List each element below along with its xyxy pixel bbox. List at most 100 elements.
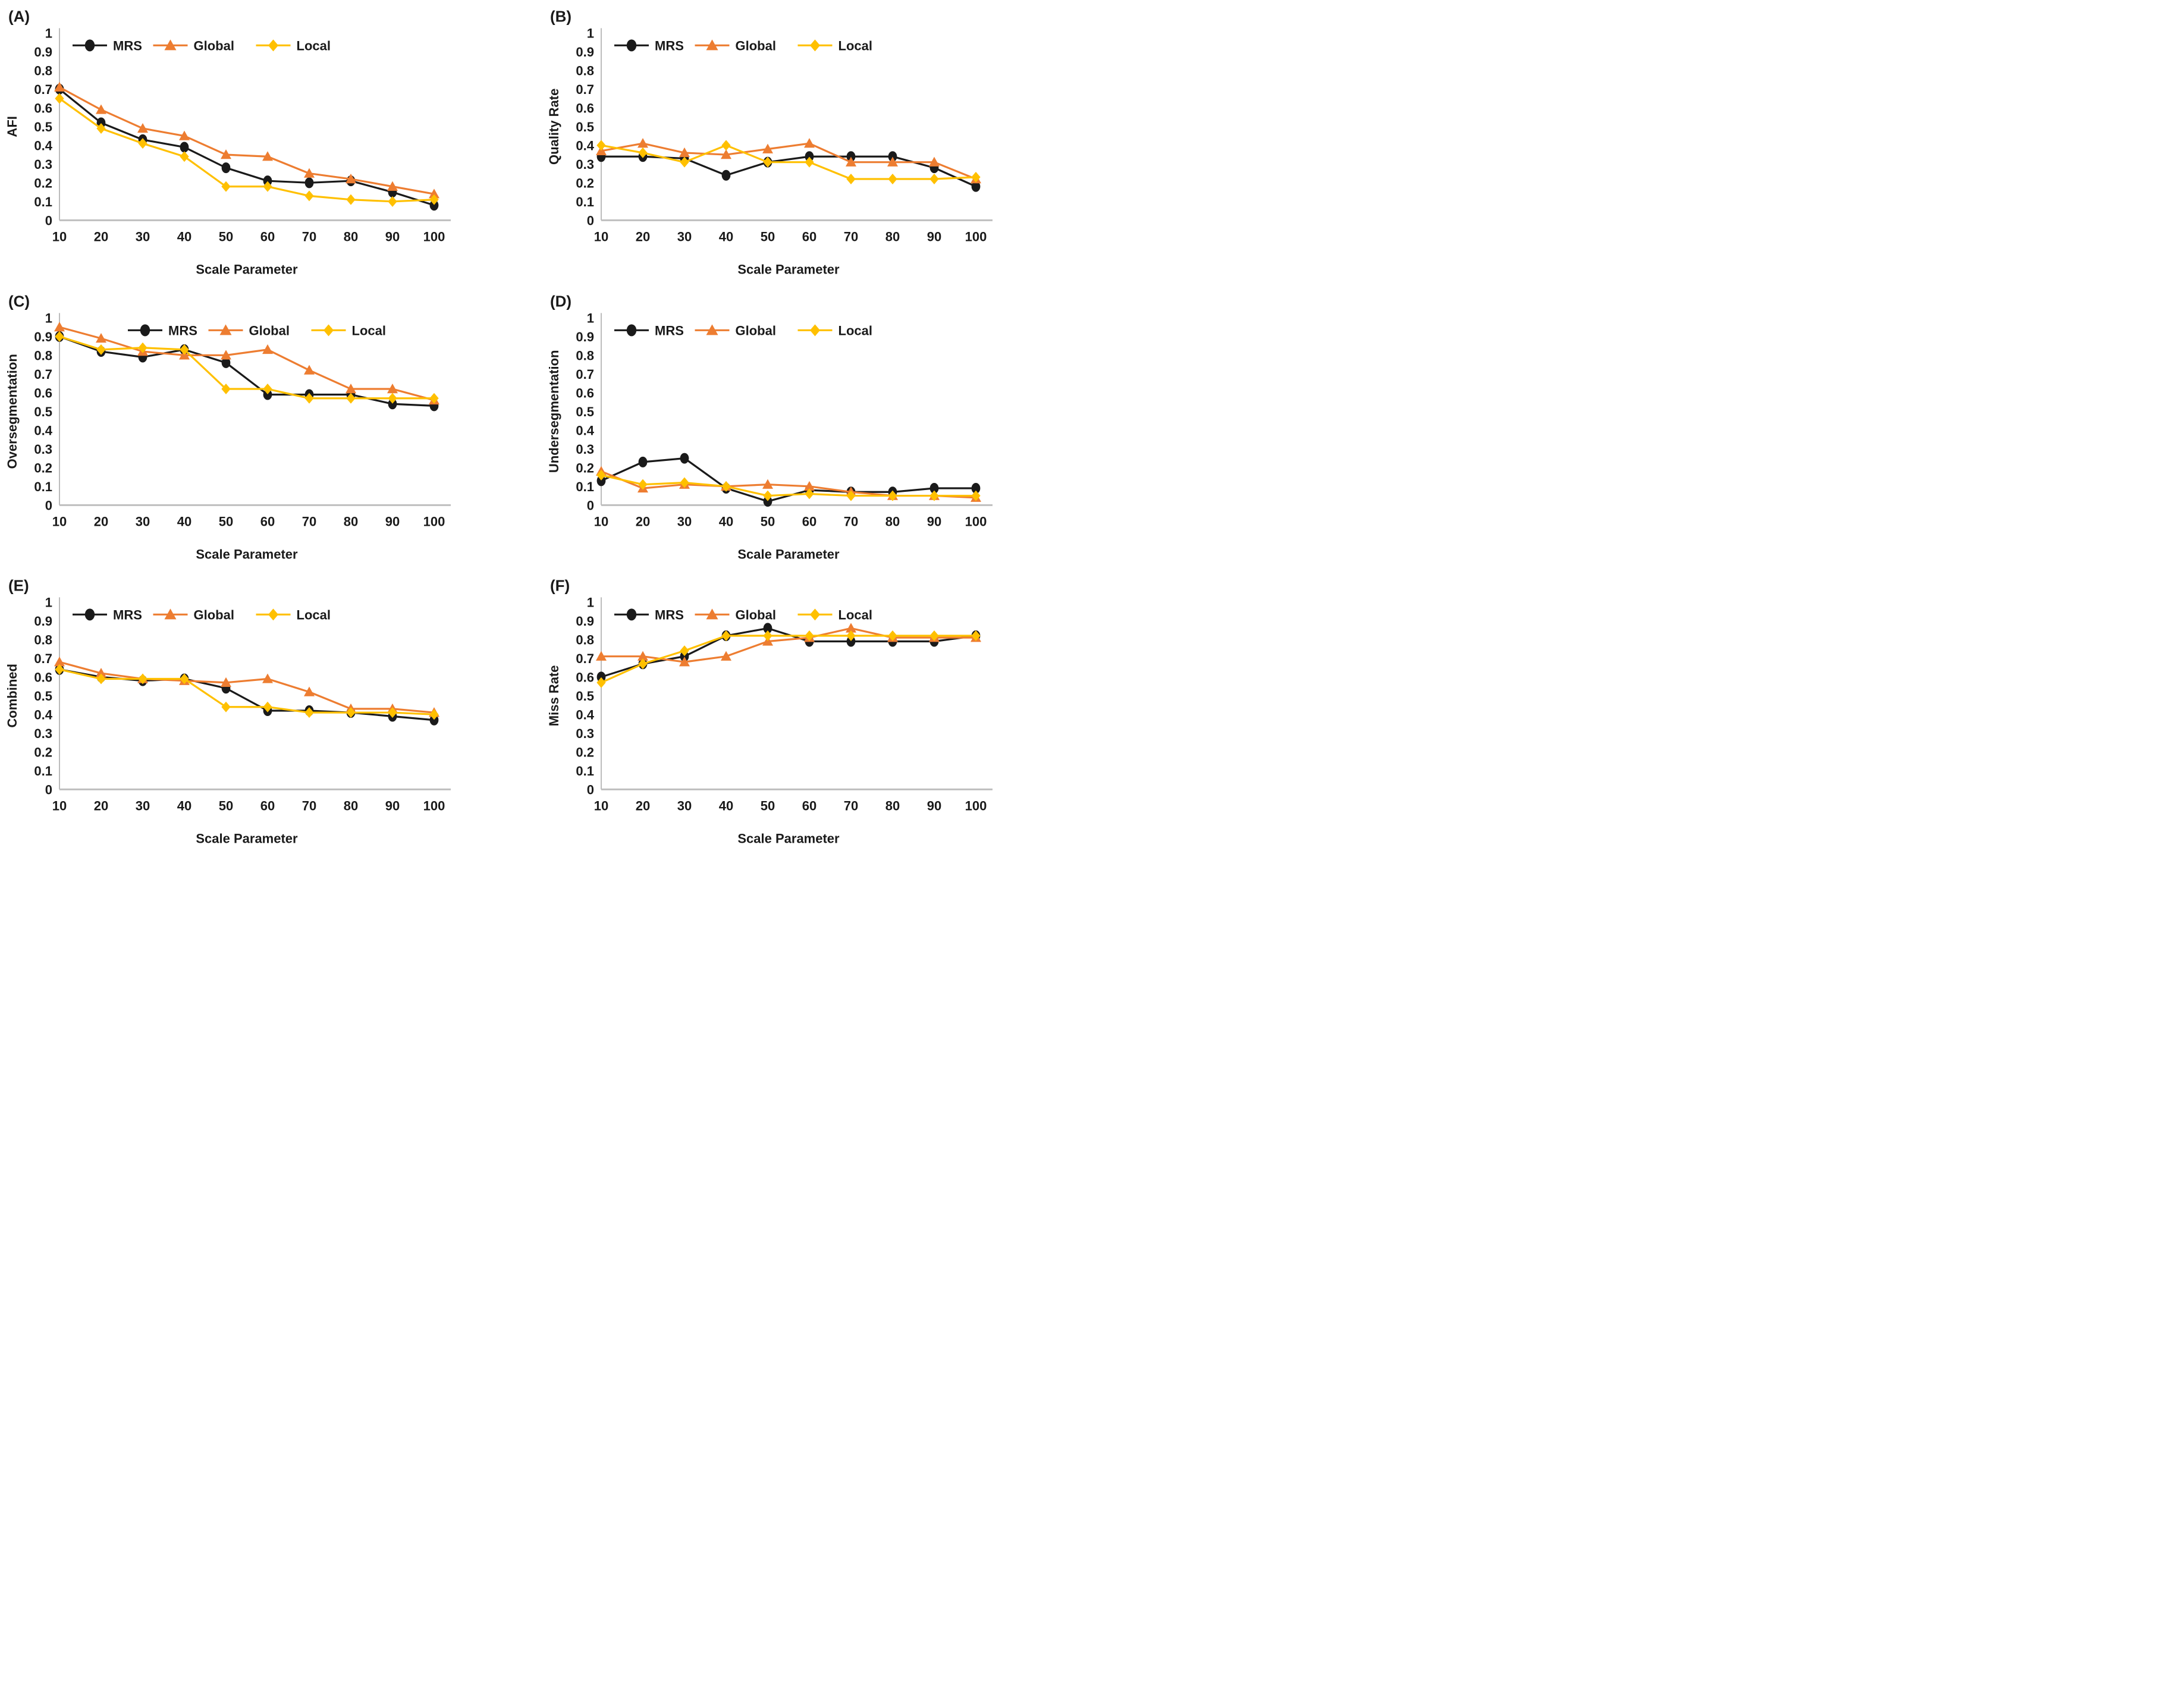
y-tick-label: 0.3	[34, 157, 52, 172]
y-tick-label: 0.6	[34, 101, 52, 115]
line-chart-f: (F) 0 0.1 0.2 0.3 0.4 0.5 0.6 0.7 0.8 0.9 1 10 20 30 40…	[547, 577, 993, 846]
x-axis-title: Scale Parameter	[737, 831, 840, 846]
y-tick-label: 0.6	[34, 670, 52, 685]
x-tick-label: 10	[594, 229, 608, 244]
y-tick-label: 0	[587, 498, 594, 513]
x-tick-label: 50	[219, 514, 233, 529]
diamond-marker	[268, 608, 278, 621]
diamond-marker	[96, 344, 106, 355]
y-tick-label: 0.6	[576, 385, 594, 400]
triangle-marker	[679, 657, 690, 667]
y-tick-label: 0.4	[576, 138, 594, 153]
diamond-marker	[810, 324, 820, 336]
x-tick-label: 90	[927, 229, 941, 244]
y-tick-label: 0.4	[34, 423, 52, 438]
y-tick-label: 0.2	[34, 175, 52, 190]
x-tick-label: 30	[136, 229, 150, 244]
x-tick-label: 90	[927, 514, 941, 529]
legend-label-local: Local	[838, 608, 872, 623]
legend-label-global: Global	[194, 38, 234, 53]
x-tick-label: 60	[802, 799, 816, 814]
diamond-marker	[596, 140, 606, 151]
diamond-marker	[971, 490, 981, 501]
triangle-marker	[96, 332, 106, 343]
diamond-marker	[324, 324, 334, 336]
y-tick-label: 0.9	[576, 329, 594, 344]
x-tick-label: 100	[423, 514, 445, 529]
triangle-marker	[304, 365, 315, 375]
circle-marker	[846, 636, 856, 647]
circle-marker	[888, 151, 897, 162]
x-axis-title: Scale Parameter	[737, 547, 840, 561]
diamond-marker	[846, 490, 856, 501]
triangle-marker	[304, 686, 315, 697]
y-tick-label: 0.4	[34, 138, 52, 153]
x-tick-label: 40	[177, 229, 191, 244]
y-tick-label: 0.1	[34, 764, 52, 778]
circle-marker	[304, 177, 314, 189]
figure-grid: (A) 0 0.1 0.2 0.3 0.4 0.5 0.6 0.7 0.8 0.9 1 10 20 30 40…	[0, 0, 1084, 854]
x-tick-label: 40	[177, 799, 191, 814]
line-chart-b: (B) 0 0.1 0.2 0.3 0.4 0.5 0.6 0.7 0.8 0.9 1 10 20 30 40…	[547, 7, 993, 277]
y-tick-label: 1	[45, 310, 52, 325]
x-tick-label: 20	[636, 799, 650, 814]
y-tick-label: 0.9	[576, 45, 594, 59]
diamond-marker	[929, 174, 939, 185]
triangle-marker	[164, 39, 177, 51]
x-tick-label: 60	[260, 229, 275, 244]
diamond-marker	[888, 490, 897, 501]
y-tick-label: 0	[45, 783, 52, 798]
circle-marker	[96, 117, 106, 128]
y-tick-label: 1	[45, 595, 52, 610]
diamond-marker	[596, 469, 606, 481]
triangle-marker	[706, 39, 718, 51]
x-tick-label: 80	[344, 229, 358, 244]
y-tick-label: 0.5	[34, 404, 52, 419]
triangle-marker	[221, 149, 231, 159]
diamond-marker	[971, 630, 981, 642]
diamond-marker	[304, 190, 314, 202]
diamond-marker	[263, 383, 272, 394]
y-tick-label: 0.5	[576, 689, 594, 704]
y-tick-label: 1	[587, 310, 594, 325]
circle-marker	[763, 623, 772, 634]
x-tick-label: 100	[965, 799, 987, 814]
triangle-marker	[179, 130, 190, 140]
triangle-marker	[221, 349, 231, 360]
diamond-marker	[810, 608, 820, 621]
legend-label-mrs: MRS	[113, 608, 142, 623]
legend-label-mrs: MRS	[655, 38, 684, 53]
panel-letter: (F)	[550, 577, 570, 595]
x-tick-label: 20	[636, 229, 650, 244]
diamond-marker	[221, 702, 231, 713]
x-tick-label: 100	[965, 514, 987, 529]
y-tick-label: 0.8	[34, 633, 52, 648]
diamond-marker	[888, 630, 897, 642]
diamond-marker	[846, 174, 856, 185]
x-tick-label: 70	[302, 799, 316, 814]
legend-label-mrs: MRS	[113, 38, 142, 53]
triangle-marker	[887, 156, 898, 167]
x-axis-title: Scale Parameter	[196, 831, 298, 846]
y-tick-label: 0.4	[576, 708, 594, 723]
diamond-marker	[721, 140, 731, 151]
circle-marker	[429, 715, 439, 726]
line-chart-a: (A) 0 0.1 0.2 0.3 0.4 0.5 0.6 0.7 0.8 0.9 1 10 20 30 40…	[5, 7, 451, 277]
triangle-marker	[679, 147, 690, 158]
circle-marker	[763, 495, 772, 507]
x-tick-label: 20	[94, 514, 108, 529]
panel-b-quality-rate: (B) 0 0.1 0.2 0.3 0.4 0.5 0.6 0.7 0.8 0.9 1 10 20 30 40…	[542, 0, 1084, 285]
diamond-marker	[304, 707, 314, 718]
y-tick-label: 0.8	[576, 633, 594, 648]
x-tick-label: 20	[636, 514, 650, 529]
y-tick-label: 0.8	[34, 63, 52, 78]
x-tick-label: 50	[761, 799, 775, 814]
circle-marker	[626, 608, 637, 621]
triangle-marker	[846, 156, 856, 167]
x-tick-label: 40	[177, 514, 191, 529]
legend-label-global: Global	[736, 608, 776, 623]
x-tick-label: 90	[385, 514, 400, 529]
diamond-marker	[805, 156, 814, 168]
line-chart-e: (E) 0 0.1 0.2 0.3 0.4 0.5 0.6 0.7 0.8 0.9 1 10 20 30 40…	[5, 577, 451, 846]
diamond-marker	[763, 630, 772, 642]
